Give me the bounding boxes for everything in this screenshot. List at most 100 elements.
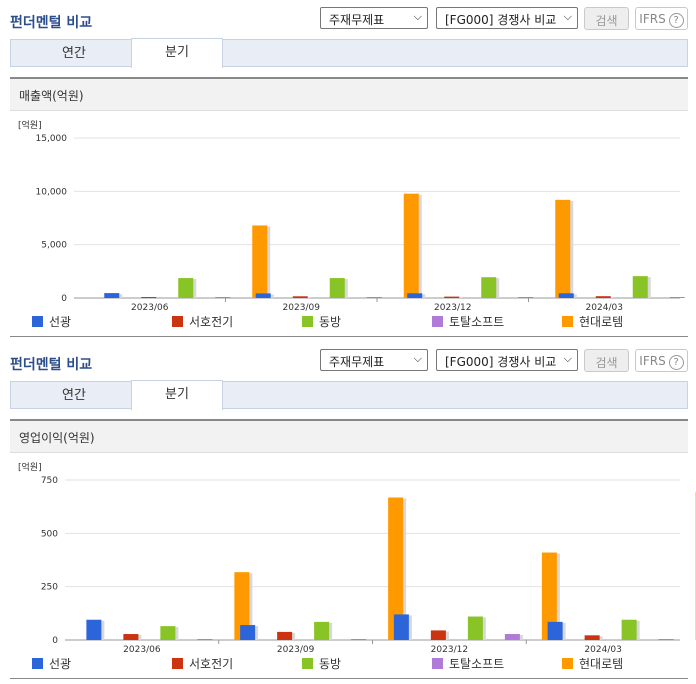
- legend-label: 현대로템: [579, 315, 624, 329]
- bar: [314, 621, 330, 640]
- y-tick-label: 0: [61, 294, 67, 304]
- legend-item[interactable]: 서호전기: [172, 655, 233, 672]
- y-axis-unit: [억원]: [18, 461, 42, 473]
- legend-label: 선광: [49, 657, 72, 671]
- bar: [595, 296, 611, 298]
- help-icon: ?: [668, 355, 684, 370]
- x-tick-label: 2024/03: [586, 303, 623, 313]
- tab-quarterly[interactable]: 분기: [131, 380, 223, 410]
- chart-header: 매출액(억원): [10, 79, 688, 111]
- legend-swatch: [32, 658, 43, 669]
- panel-header: 펀더멘털 비교 주재무제표 ⌵ [FG000] 경쟁사 비교 ⌵ 검색 IFRS…: [0, 0, 696, 38]
- legend-item[interactable]: 동방: [302, 313, 341, 330]
- bar: [329, 278, 345, 298]
- bar: [658, 639, 674, 640]
- x-tick-label: 2023/12: [434, 303, 471, 313]
- fundamental-panel-2: 펀더멘털 비교 주재무제표 ⌵ [FG000] 경쟁사 비교 ⌵ 검색 IFRS…: [0, 342, 696, 684]
- ifrs-label: IFRS: [639, 354, 666, 368]
- bar: [407, 293, 423, 298]
- legend-item[interactable]: 서호전기: [172, 313, 233, 330]
- x-tick-label: 2023/06: [123, 645, 161, 655]
- bar: [393, 614, 409, 640]
- bar: [160, 626, 176, 640]
- panel-header: 펀더멘털 비교 주재무제표 ⌵ [FG000] 경쟁사 비교 ⌵ 검색 IFRS…: [0, 342, 696, 380]
- bar: [351, 639, 367, 640]
- bar: [104, 293, 120, 298]
- peer-select-value: [FG000] 경쟁사 비교: [445, 355, 557, 369]
- peer-select[interactable]: [FG000] 경쟁사 비교 ⌵: [436, 7, 578, 29]
- revenue-chart: [억원] 0 5,000 10,000 15,000 2023/06 2023/09 2023…: [18, 119, 685, 313]
- legend-label: 서호전기: [189, 657, 234, 671]
- bar: [504, 634, 520, 640]
- legend-swatch: [562, 316, 573, 327]
- legend-item[interactable]: 현대로템: [562, 313, 623, 330]
- legend-item[interactable]: 동방: [302, 655, 341, 672]
- bar: [547, 621, 563, 640]
- bar: [255, 293, 271, 298]
- panel-title: 펀더멘털 비교: [10, 15, 93, 31]
- chart-legend: 선광 서호전기 동방 토탈소프트 현대로템: [32, 313, 692, 331]
- legend-swatch: [302, 658, 313, 669]
- legend-swatch: [302, 316, 313, 327]
- bar: [86, 619, 102, 640]
- bar: [430, 630, 446, 640]
- bar: [555, 199, 571, 298]
- search-button[interactable]: 검색: [584, 349, 629, 372]
- help-icon: ?: [668, 13, 684, 28]
- legend-item[interactable]: 현대로템: [562, 655, 623, 672]
- bar: [197, 639, 213, 640]
- ifrs-help-button[interactable]: IFRS?: [635, 349, 688, 372]
- statement-select-value: 주재무제표: [329, 13, 385, 27]
- tab-annual[interactable]: 연간: [62, 388, 86, 403]
- y-tick-label: 10,000: [36, 187, 68, 197]
- bar: [178, 278, 194, 298]
- fundamental-panel-1: 펀더멘털 비교 주재무제표 ⌵ [FG000] 경쟁사 비교 ⌵ 검색 IFRS…: [0, 0, 696, 337]
- chart-header: 영업이익(억원): [10, 421, 688, 453]
- statement-select[interactable]: 주재무제표 ⌵: [320, 7, 428, 29]
- bar: [558, 293, 574, 298]
- bar: [141, 297, 157, 298]
- bar: [632, 276, 648, 298]
- bar: [366, 297, 382, 298]
- legend-item[interactable]: 선광: [32, 655, 71, 672]
- legend-label: 현대로템: [579, 657, 624, 671]
- legend-swatch: [172, 658, 183, 669]
- peer-select[interactable]: [FG000] 경쟁사 비교 ⌵: [436, 349, 578, 371]
- legend-label: 동방: [319, 315, 342, 329]
- legend-label: 토탈소프트: [449, 315, 505, 329]
- legend-item[interactable]: 토탈소프트: [432, 655, 504, 672]
- legend-item[interactable]: 토탈소프트: [432, 313, 504, 330]
- chevron-down-icon: ⌵: [563, 352, 572, 365]
- period-tabs: 연간 분기: [10, 38, 688, 68]
- tab-quarterly[interactable]: 분기: [131, 38, 223, 68]
- y-tick-label: 0: [52, 636, 58, 646]
- legend-swatch: [172, 316, 183, 327]
- legend-label: 서호전기: [189, 315, 234, 329]
- chart-title: 매출액(억원): [19, 89, 84, 103]
- chart-box-operating-profit: 영업이익(억원) [억원] 0 250 500 750 2023/06 2023/09 202…: [10, 419, 696, 679]
- ifrs-label: IFRS: [639, 12, 666, 26]
- period-tabs: 연간 분기: [10, 380, 688, 410]
- search-button[interactable]: 검색: [584, 7, 629, 30]
- legend-item[interactable]: 선광: [32, 313, 71, 330]
- y-tick-label: 15,000: [36, 134, 68, 144]
- bar: [234, 572, 250, 640]
- bar: [669, 297, 685, 298]
- peer-select-value: [FG000] 경쟁사 비교: [445, 13, 557, 27]
- y-tick-label: 250: [41, 583, 58, 593]
- ifrs-help-button[interactable]: IFRS?: [635, 7, 688, 30]
- legend-swatch: [432, 658, 443, 669]
- y-axis-unit: [억원]: [18, 119, 42, 131]
- x-tick-label: 2023/12: [431, 645, 468, 655]
- y-tick-label: 750: [41, 476, 58, 486]
- bar: [388, 497, 404, 640]
- tab-annual[interactable]: 연간: [62, 46, 86, 61]
- bar: [467, 616, 483, 640]
- bar: [584, 635, 600, 640]
- chart-title: 영업이익(억원): [19, 431, 95, 445]
- legend-swatch: [562, 658, 573, 669]
- legend-label: 동방: [319, 657, 342, 671]
- y-tick-label: 5,000: [41, 241, 67, 251]
- bar: [277, 631, 293, 640]
- statement-select[interactable]: 주재무제표 ⌵: [320, 349, 428, 371]
